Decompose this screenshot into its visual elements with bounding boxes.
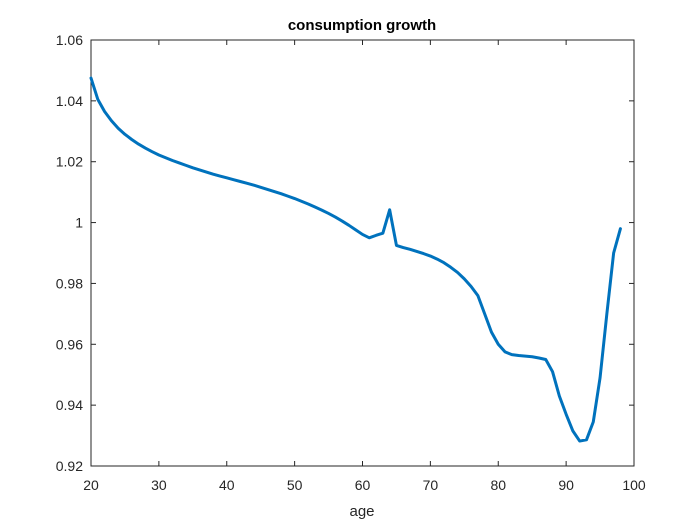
x-tick-label: 60 [355,477,371,493]
chart-title: consumption growth [288,17,436,34]
y-tick-label: 1.04 [56,93,83,109]
axis-ticks [90,39,635,467]
series-line [89,76,622,443]
x-tick-label: 20 [83,477,99,493]
x-tick-label: 40 [219,477,235,493]
y-tick-label: 0.92 [56,458,83,474]
x-tick-label: 90 [558,477,574,493]
x-axis-label: age [349,503,374,520]
y-tick-label: 0.98 [56,275,83,291]
y-tick-label: 1.02 [56,154,83,170]
x-tick-label: 30 [151,477,167,493]
plot-area [90,39,635,467]
x-tick-label: 50 [287,477,303,493]
y-tick-label: 0.96 [56,336,83,352]
y-tick-labels: 0.92 0.94 0.96 0.98 1 1.02 1.04 1.06 [56,32,83,474]
y-tick-label: 0.94 [56,397,83,413]
y-tick-label: 1.06 [56,32,83,48]
x-tick-label: 100 [622,477,646,493]
x-tick-label: 80 [490,477,506,493]
y-tick-label: 1 [75,215,83,231]
x-tick-label: 70 [423,477,439,493]
x-tick-labels: 20 30 40 50 60 70 80 90 100 [83,477,646,493]
